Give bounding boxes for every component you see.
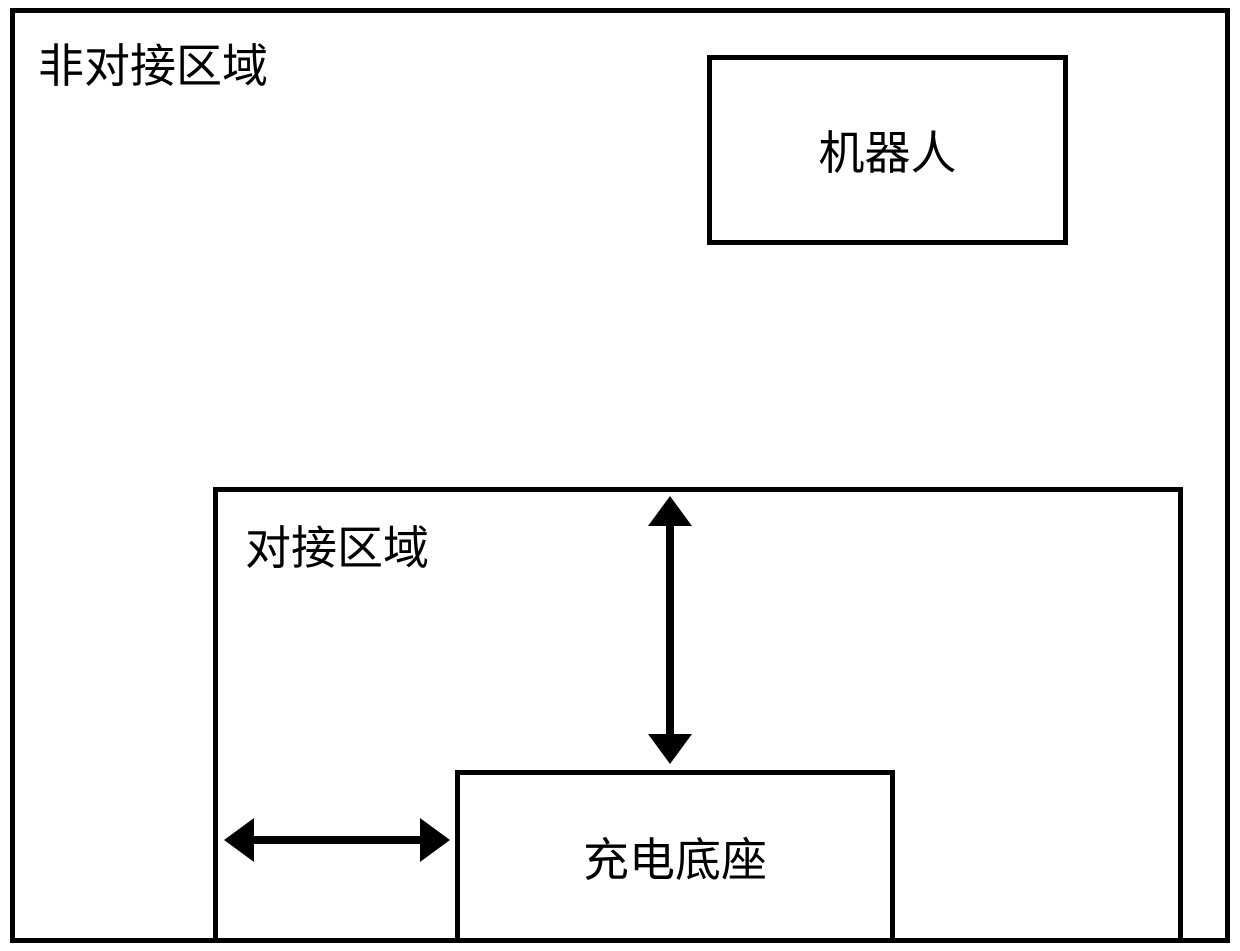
robot-label: 机器人: [819, 117, 957, 183]
horizontal-arrow-head-right: [420, 818, 450, 862]
non-docking-label: 非对接区域: [38, 30, 268, 96]
horizontal-arrow-line: [244, 836, 430, 844]
vertical-arrow-head-up: [648, 496, 692, 526]
vertical-arrow-line: [666, 510, 674, 750]
vertical-arrow-head-down: [648, 734, 692, 764]
robot-box: 机器人: [707, 55, 1068, 245]
docking-area-label: 对接区域: [245, 512, 429, 578]
charging-base-label: 充电底座: [583, 824, 767, 890]
horizontal-arrow-head-left: [224, 818, 254, 862]
charging-base: 充电底座: [455, 770, 895, 939]
